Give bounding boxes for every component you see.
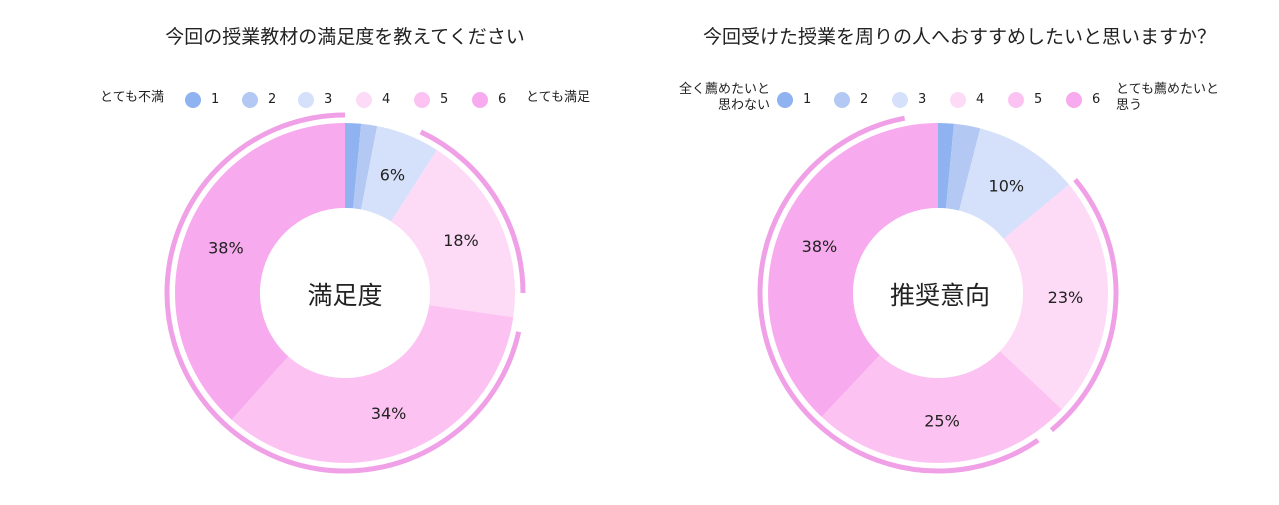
donut-slice-5 [821, 351, 1062, 463]
donut-slice-2 [945, 123, 981, 211]
legend-swatch [1008, 92, 1024, 108]
donut-slice-3 [959, 128, 1069, 239]
data-label-6: 38% [208, 238, 244, 257]
legend-label: 4 [976, 92, 985, 107]
legend-swatch [834, 92, 850, 108]
data-label-4: 18% [443, 231, 479, 250]
legend-high-label-line-1: とても薦めたいと [1116, 82, 1219, 97]
donut-slice-2 [353, 123, 378, 210]
legend-label: 6 [1092, 92, 1101, 107]
recommendation-chart: 今回受けた授業を周りの人へおすすめしたいと思いますか？ 全く薦めたいと 思わない… [640, 0, 1279, 505]
legend-swatch [1066, 92, 1082, 108]
donut-slice-1 [938, 123, 954, 209]
data-label-5: 34% [371, 404, 407, 423]
donut-hole [260, 208, 430, 378]
data-label-3: 6% [380, 166, 405, 185]
legend-label: 5 [1034, 92, 1043, 107]
legend-swatch [356, 92, 372, 108]
legend-swatch [892, 92, 908, 108]
donut-chart: 10% 23% 25% 38% [757, 115, 1119, 474]
chart-title: 今回受けた授業を周りの人へおすすめしたいと思いますか？ [702, 26, 1216, 48]
legend-low-label-line-1: 全く薦めたいと [678, 82, 770, 97]
legend-low-label: 全く薦めたいと 思わない [664, 82, 770, 114]
legend-label: 3 [918, 92, 927, 107]
legend-swatch [472, 92, 488, 108]
donut-chart: 6% 18% 34% 38% [164, 112, 526, 474]
donut-slice-6 [768, 122, 938, 417]
satisfaction-chart: 今回の授業教材の満足度を教えてください とても不満 とても満足 1 2 3 4 5 6 6… [0, 26, 640, 474]
data-label-6: 38% [802, 237, 838, 256]
legend-item-5: 5 [414, 91, 448, 109]
legend-label: 1 [211, 92, 220, 107]
chart-center-label: 満足度 [307, 281, 383, 310]
legend-item-4: 4 [950, 91, 984, 109]
legend-item-4: 4 [356, 91, 390, 109]
donut-slice-1 [345, 123, 362, 209]
legend-low-label: とても不満 [100, 90, 164, 105]
legend-high-label: とても満足 [526, 90, 590, 105]
legend-high-label: とても薦めたいと 思う [1116, 82, 1219, 114]
legend-low-label-line-2: 思わない [717, 98, 770, 113]
donut-slice-6 [175, 122, 345, 420]
donut-hole [853, 208, 1023, 378]
highlight-arc-1 [419, 129, 526, 294]
legend-label: 6 [498, 92, 507, 107]
legend-label: 2 [860, 92, 869, 107]
chart-legend: 全く薦めたいと 思わない とても薦めたいと 思う 1 2 3 4 5 6 [640, 82, 1279, 128]
legend-label: 1 [803, 92, 812, 107]
legend-item-2: 2 [242, 91, 276, 109]
donut-slice-4 [390, 149, 515, 318]
legend-item-5: 5 [1008, 91, 1042, 109]
donut-slice-3 [361, 126, 437, 222]
legend-item-1: 1 [777, 91, 811, 109]
legend-label: 2 [268, 92, 277, 107]
legend-swatch [242, 92, 258, 108]
legend-item-1: 1 [185, 91, 219, 109]
legend-label: 4 [382, 92, 391, 107]
data-label-4: 23% [1048, 288, 1084, 307]
legend-item-3: 3 [298, 91, 332, 109]
highlight-arc-2 [164, 112, 522, 474]
donut-slice-5 [231, 305, 514, 463]
legend-swatch [777, 92, 793, 108]
highlight-arc-1 [1049, 177, 1119, 433]
legend-high-label-line-2: 思う [1116, 98, 1143, 113]
chart-title: 今回の授業教材の満足度を教えてください [165, 26, 525, 48]
legend-swatch [298, 92, 314, 108]
data-label-5: 25% [924, 411, 960, 430]
legend-item-3: 3 [892, 91, 926, 109]
chart-center-label: 推奨意向 [889, 281, 990, 310]
legend-item-6: 6 [1066, 91, 1100, 109]
legend-swatch [950, 92, 966, 108]
donut-slice-4 [999, 184, 1108, 410]
legend-swatch [185, 92, 201, 108]
legend-label: 3 [324, 92, 333, 107]
legend-label: 5 [440, 92, 449, 107]
highlight-arc-2 [757, 115, 1040, 474]
chart-legend: とても不満 とても満足 1 2 3 4 5 6 [0, 88, 640, 128]
data-label-3: 10% [989, 176, 1025, 195]
legend-item-2: 2 [834, 91, 868, 109]
legend-swatch [414, 92, 430, 108]
legend-item-6: 6 [472, 91, 506, 109]
